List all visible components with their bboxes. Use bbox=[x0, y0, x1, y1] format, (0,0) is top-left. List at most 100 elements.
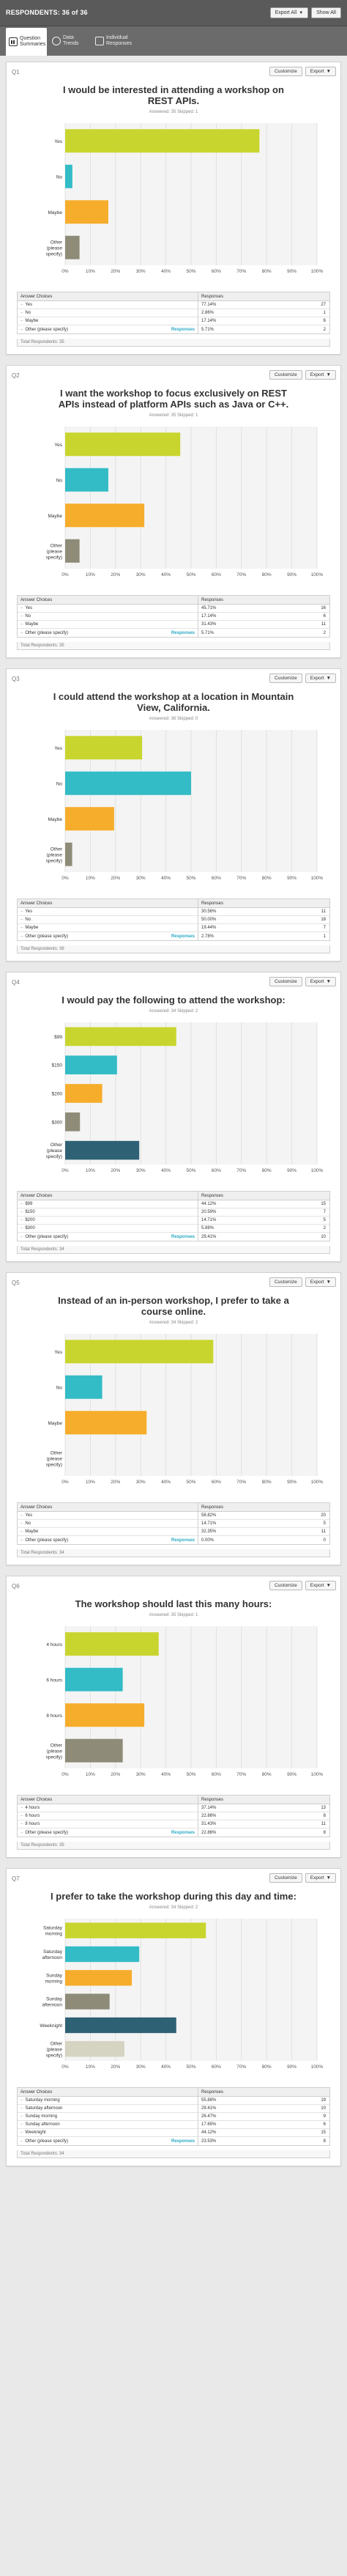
answer-choice: Yes bbox=[25, 909, 33, 914]
response-percent: 31.43% bbox=[201, 622, 217, 627]
x-tick-label: 40% bbox=[161, 2064, 171, 2070]
response-count: 11 bbox=[321, 1529, 326, 1534]
show-all-button[interactable]: Show All bbox=[311, 7, 341, 18]
export-all-button[interactable]: Export All ▼ bbox=[269, 7, 309, 18]
bar-chart: 0% 10% 20% 30% 40% 50% 60% 70% 80% 90% 100% Yes No Ma… bbox=[17, 424, 330, 585]
responses-link[interactable]: Responses bbox=[171, 327, 195, 332]
category-label: Maybe bbox=[48, 210, 62, 215]
category-label: Sunday afternoon bbox=[42, 1997, 63, 2008]
export-button[interactable]: Export ▼ bbox=[305, 370, 336, 380]
responses-link[interactable]: Responses bbox=[171, 934, 195, 939]
category-label: 6 hours bbox=[46, 1678, 62, 1683]
export-button[interactable]: Export ▼ bbox=[305, 1277, 336, 1287]
x-tick-label: 60% bbox=[212, 1168, 221, 1173]
table-row: No 2.86% 1 bbox=[18, 309, 329, 317]
answered-skipped: Answered: 35 Skipped: 1 bbox=[149, 1613, 198, 1617]
table-row: Other (please specify) Responses 23.53% 8 bbox=[18, 2137, 329, 2145]
table-row: Maybe 32.35% 11 bbox=[18, 1528, 329, 1536]
x-tick-label: 50% bbox=[186, 1772, 195, 1777]
customize-button[interactable]: Customize bbox=[269, 67, 302, 76]
x-tick-label: 100% bbox=[311, 1772, 324, 1777]
responses-link[interactable]: Responses bbox=[171, 2138, 195, 2144]
table-row: Yes 45.71% 16 bbox=[18, 605, 329, 613]
tab-question-summaries[interactable]: Question Summaries bbox=[6, 28, 47, 56]
responses-link[interactable]: Responses bbox=[171, 1234, 195, 1239]
total-respondents: Total Respondents: 35 bbox=[17, 339, 330, 347]
response-count: 16 bbox=[321, 606, 326, 610]
bar bbox=[65, 1084, 102, 1103]
response-percent: 19.44% bbox=[201, 926, 217, 930]
responses-header: Responses bbox=[201, 597, 224, 602]
response-count: 15 bbox=[321, 2130, 326, 2135]
answer-choice: 6 hours bbox=[25, 1814, 40, 1818]
category-label: Other (please specify) bbox=[46, 1450, 63, 1467]
x-tick-label: 80% bbox=[262, 1480, 272, 1485]
bar bbox=[65, 1140, 140, 1160]
chevron-down-icon: ▼ bbox=[326, 69, 331, 74]
x-tick-label: 80% bbox=[262, 2064, 272, 2070]
responses-link[interactable]: Responses bbox=[171, 1538, 195, 1543]
export-button[interactable]: Export ▼ bbox=[305, 1873, 336, 1883]
x-tick-label: 80% bbox=[262, 572, 272, 577]
x-tick-label: 20% bbox=[111, 1772, 120, 1777]
total-respondents: Total Respondents: 34 bbox=[17, 1246, 330, 1254]
x-tick-label: 0% bbox=[61, 572, 69, 577]
x-tick-label: 70% bbox=[236, 1480, 246, 1485]
bar bbox=[65, 468, 108, 492]
x-tick-label: 90% bbox=[287, 876, 296, 881]
responses-header: Responses bbox=[201, 901, 224, 906]
answer-choice: Other (please specify) bbox=[25, 1830, 69, 1835]
bar bbox=[65, 736, 143, 760]
tab-individual-responses[interactable]: Individual Responses bbox=[92, 28, 133, 54]
bar bbox=[65, 539, 80, 563]
customize-button[interactable]: Customize bbox=[269, 1581, 302, 1590]
table-row: Yes 77.14% 27 bbox=[18, 301, 329, 309]
answer-choices-header: Answer Choices bbox=[18, 292, 198, 300]
category-label: No bbox=[56, 478, 63, 483]
response-percent: 17.65% bbox=[201, 2122, 217, 2127]
bar bbox=[65, 1667, 123, 1691]
response-count: 6 bbox=[323, 614, 326, 619]
customize-button[interactable]: Customize bbox=[269, 1873, 302, 1883]
responses-header: Responses bbox=[201, 2089, 224, 2095]
customize-button[interactable]: Customize bbox=[269, 1277, 302, 1287]
bar bbox=[65, 1112, 81, 1132]
bar bbox=[65, 1027, 176, 1047]
x-tick-label: 40% bbox=[161, 1168, 171, 1173]
response-count: 10 bbox=[321, 2106, 326, 2111]
table-row: No 17.14% 6 bbox=[18, 613, 329, 621]
response-percent: 30.56% bbox=[201, 909, 217, 914]
tab-data-trends[interactable]: Data Trends bbox=[49, 28, 90, 54]
response-percent: 45.71% bbox=[201, 606, 217, 610]
customize-button[interactable]: Customize bbox=[269, 673, 302, 683]
bar-chart: 0% 10% 20% 30% 40% 50% 60% 70% 80% 90% 100% 4 hours… bbox=[17, 1623, 330, 1785]
export-button[interactable]: Export ▼ bbox=[305, 67, 336, 76]
customize-button[interactable]: Customize bbox=[269, 370, 302, 380]
question-number: Q1 bbox=[12, 69, 20, 75]
answer-choice: Saturday morning bbox=[25, 2098, 60, 2103]
answer-choice: No bbox=[25, 614, 31, 619]
responses-link[interactable]: Responses bbox=[171, 1830, 195, 1835]
category-label: Yes bbox=[54, 1350, 62, 1355]
respondents-count: RESPONDENTS: 36 of 36 bbox=[6, 9, 88, 16]
chevron-down-icon: ▼ bbox=[326, 979, 331, 984]
export-button[interactable]: Export ▼ bbox=[305, 977, 336, 986]
question-card: Q4 Customize Export ▼ I would pay the fol… bbox=[6, 972, 341, 1262]
responses-table: Answer Choices Responses Yes 30.56% 11 N… bbox=[17, 898, 330, 941]
category-label: Saturday morning bbox=[43, 1926, 63, 1937]
response-count: 1 bbox=[323, 311, 326, 315]
bar bbox=[65, 1375, 102, 1399]
answered-skipped: Answered: 34 Skipped: 2 bbox=[149, 1905, 198, 1910]
export-button[interactable]: Export ▼ bbox=[305, 673, 336, 683]
export-button[interactable]: Export ▼ bbox=[305, 1581, 336, 1590]
x-tick-label: 60% bbox=[212, 1772, 221, 1777]
x-tick-label: 60% bbox=[212, 269, 221, 274]
responses-link[interactable]: Responses bbox=[171, 630, 195, 635]
customize-button[interactable]: Customize bbox=[269, 977, 302, 986]
responses-table: Answer Choices Responses Yes 77.14% 27 N… bbox=[17, 292, 330, 334]
x-tick-label: 70% bbox=[236, 1772, 246, 1777]
category-label: $300 bbox=[52, 1120, 63, 1125]
answer-choices-header: Answer Choices bbox=[18, 899, 198, 907]
x-tick-label: 30% bbox=[136, 1168, 146, 1173]
x-tick-label: 50% bbox=[186, 1480, 195, 1485]
